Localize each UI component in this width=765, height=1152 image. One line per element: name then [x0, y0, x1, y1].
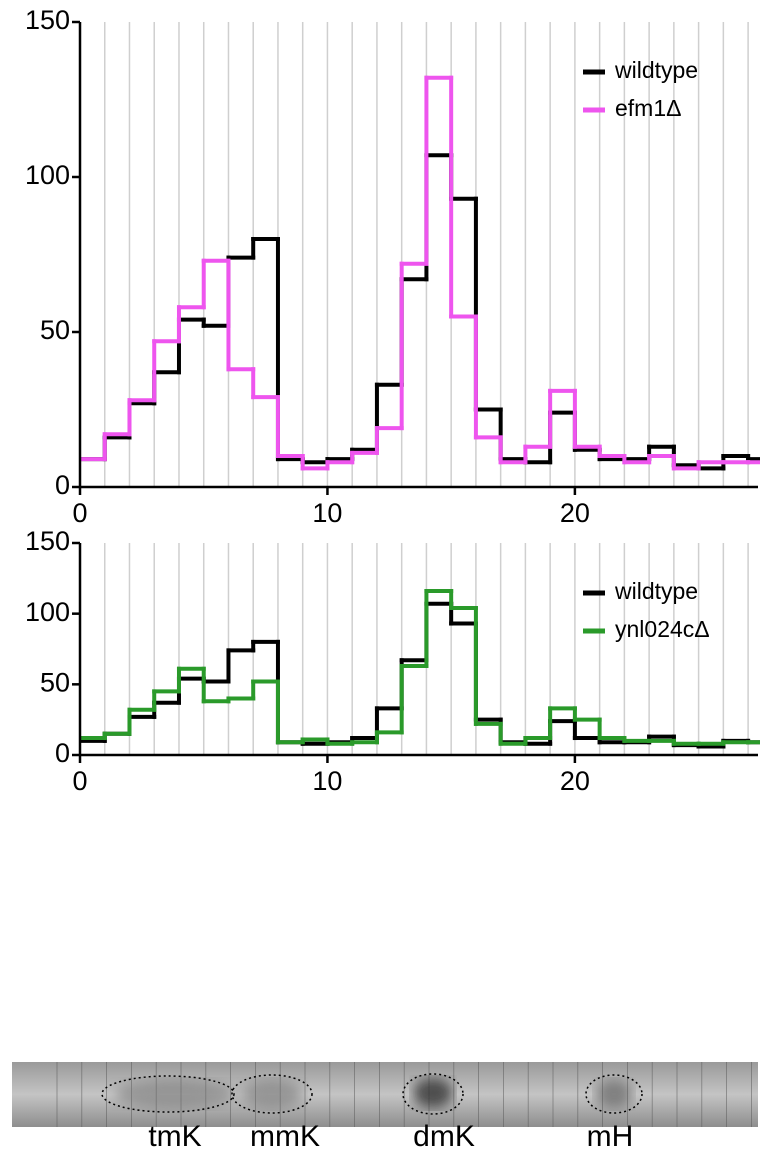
- y-tick-label: 150: [25, 526, 70, 556]
- legend-label: wildtype: [614, 578, 698, 604]
- x-tick-label: 0: [72, 766, 87, 796]
- series: [80, 153, 760, 471]
- x-tick-label: 10: [312, 498, 342, 528]
- spot: [242, 1080, 302, 1108]
- plot-area: [80, 75, 760, 471]
- spot: [596, 1080, 632, 1108]
- spot-label: mmK: [250, 1120, 320, 1152]
- chart: 0 50 100 150 0 10 20 wildtype ynl024cΔ: [25, 526, 760, 796]
- y-tick-label: 100: [25, 160, 70, 190]
- x-tick-label: 20: [560, 498, 590, 528]
- spot-outline: [101, 1075, 235, 1113]
- spot-label: tmK: [148, 1120, 201, 1152]
- x-tick-label: 20: [560, 766, 590, 796]
- spot-outline: [402, 1073, 464, 1115]
- spot: [413, 1078, 453, 1108]
- y-tick-label: 50: [40, 315, 70, 345]
- y-tick-label: 50: [40, 667, 70, 697]
- legend-label: ynl024cΔ: [615, 616, 710, 642]
- spot-outline: [585, 1074, 643, 1114]
- y-tick-label: 0: [55, 470, 70, 500]
- x-tick-label: 0: [72, 498, 87, 528]
- series: [80, 589, 760, 746]
- spot-label: dmK: [413, 1120, 475, 1152]
- x-tick-label: 10: [312, 766, 342, 796]
- legend-label: efm1Δ: [615, 95, 682, 121]
- chart: 0 50 100 150 0 10 20 wildtype efm1Δ: [25, 5, 760, 528]
- plot-area: [80, 589, 760, 749]
- legend-label: wildtype: [614, 57, 698, 83]
- spot-label: mH: [587, 1120, 634, 1152]
- y-tick-label: 100: [25, 597, 70, 627]
- spot: [115, 1080, 235, 1108]
- tlc-strip: [12, 1062, 758, 1127]
- y-tick-label: 0: [55, 738, 70, 768]
- y-tick-label: 150: [25, 5, 70, 35]
- spot-outline: [231, 1074, 313, 1114]
- series: [80, 75, 760, 471]
